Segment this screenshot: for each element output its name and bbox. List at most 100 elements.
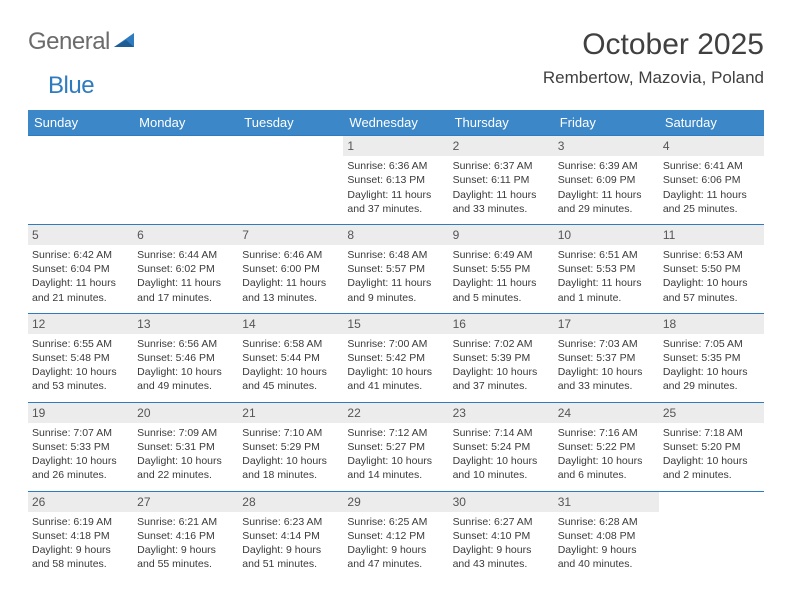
day-number: 28	[238, 492, 343, 512]
sunrise-text: Sunrise: 7:03 AM	[558, 337, 655, 351]
daylight-text: Daylight: 10 hours and 45 minutes.	[242, 365, 339, 393]
day-number: 31	[554, 492, 659, 512]
daylight-text: Daylight: 9 hours and 43 minutes.	[453, 543, 550, 571]
calendar-day	[238, 136, 343, 225]
sunset-text: Sunset: 6:02 PM	[137, 262, 234, 276]
day-header: Monday	[133, 110, 238, 136]
sunrise-text: Sunrise: 6:56 AM	[137, 337, 234, 351]
day-number: 3	[554, 136, 659, 156]
sunset-text: Sunset: 6:09 PM	[558, 173, 655, 187]
daylight-text: Daylight: 9 hours and 51 minutes.	[242, 543, 339, 571]
sunrise-text: Sunrise: 6:49 AM	[453, 248, 550, 262]
day-number: 23	[449, 403, 554, 423]
day-number: 18	[659, 314, 764, 334]
day-header: Thursday	[449, 110, 554, 136]
daylight-text: Daylight: 9 hours and 47 minutes.	[347, 543, 444, 571]
sunset-text: Sunset: 4:14 PM	[242, 529, 339, 543]
day-number: 11	[659, 225, 764, 245]
sunrise-text: Sunrise: 7:10 AM	[242, 426, 339, 440]
daylight-text: Daylight: 10 hours and 33 minutes.	[558, 365, 655, 393]
sunset-text: Sunset: 5:27 PM	[347, 440, 444, 454]
calendar-table: SundayMondayTuesdayWednesdayThursdayFrid…	[28, 110, 764, 579]
day-number: 21	[238, 403, 343, 423]
sunset-text: Sunset: 4:12 PM	[347, 529, 444, 543]
sunset-text: Sunset: 5:46 PM	[137, 351, 234, 365]
daylight-text: Daylight: 10 hours and 18 minutes.	[242, 454, 339, 482]
calendar-day: 5Sunrise: 6:42 AMSunset: 6:04 PMDaylight…	[28, 224, 133, 313]
sunset-text: Sunset: 6:13 PM	[347, 173, 444, 187]
calendar-week: 5Sunrise: 6:42 AMSunset: 6:04 PMDaylight…	[28, 224, 764, 313]
sunset-text: Sunset: 4:10 PM	[453, 529, 550, 543]
daylight-text: Daylight: 10 hours and 41 minutes.	[347, 365, 444, 393]
sunrise-text: Sunrise: 6:37 AM	[453, 159, 550, 173]
calendar-day: 30Sunrise: 6:27 AMSunset: 4:10 PMDayligh…	[449, 491, 554, 579]
sunrise-text: Sunrise: 6:27 AM	[453, 515, 550, 529]
calendar-day: 25Sunrise: 7:18 AMSunset: 5:20 PMDayligh…	[659, 402, 764, 491]
sunset-text: Sunset: 4:08 PM	[558, 529, 655, 543]
sunset-text: Sunset: 6:04 PM	[32, 262, 129, 276]
sunset-text: Sunset: 5:35 PM	[663, 351, 760, 365]
calendar-day	[28, 136, 133, 225]
calendar-day: 26Sunrise: 6:19 AMSunset: 4:18 PMDayligh…	[28, 491, 133, 579]
day-number: 5	[28, 225, 133, 245]
daylight-text: Daylight: 11 hours and 37 minutes.	[347, 188, 444, 216]
calendar-day	[659, 491, 764, 579]
day-number: 20	[133, 403, 238, 423]
sunrise-text: Sunrise: 7:12 AM	[347, 426, 444, 440]
calendar-week: 12Sunrise: 6:55 AMSunset: 5:48 PMDayligh…	[28, 313, 764, 402]
daylight-text: Daylight: 9 hours and 58 minutes.	[32, 543, 129, 571]
calendar-head: SundayMondayTuesdayWednesdayThursdayFrid…	[28, 110, 764, 136]
calendar-day	[133, 136, 238, 225]
sunset-text: Sunset: 5:57 PM	[347, 262, 444, 276]
calendar-day: 24Sunrise: 7:16 AMSunset: 5:22 PMDayligh…	[554, 402, 659, 491]
sunset-text: Sunset: 5:44 PM	[242, 351, 339, 365]
daylight-text: Daylight: 10 hours and 10 minutes.	[453, 454, 550, 482]
sunset-text: Sunset: 4:16 PM	[137, 529, 234, 543]
location-text: Rembertow, Mazovia, Poland	[543, 68, 764, 88]
brand-logo: General	[28, 28, 138, 56]
sunset-text: Sunset: 5:50 PM	[663, 262, 760, 276]
daylight-text: Daylight: 11 hours and 21 minutes.	[32, 276, 129, 304]
calendar-day: 14Sunrise: 6:58 AMSunset: 5:44 PMDayligh…	[238, 313, 343, 402]
month-title: October 2025	[543, 28, 764, 62]
calendar-day: 13Sunrise: 6:56 AMSunset: 5:46 PMDayligh…	[133, 313, 238, 402]
calendar-day: 1Sunrise: 6:36 AMSunset: 6:13 PMDaylight…	[343, 136, 448, 225]
sunset-text: Sunset: 5:33 PM	[32, 440, 129, 454]
calendar-day: 21Sunrise: 7:10 AMSunset: 5:29 PMDayligh…	[238, 402, 343, 491]
sunrise-text: Sunrise: 6:53 AM	[663, 248, 760, 262]
day-number: 27	[133, 492, 238, 512]
sunset-text: Sunset: 5:31 PM	[137, 440, 234, 454]
day-number: 24	[554, 403, 659, 423]
day-number: 2	[449, 136, 554, 156]
calendar-day: 18Sunrise: 7:05 AMSunset: 5:35 PMDayligh…	[659, 313, 764, 402]
calendar-day: 28Sunrise: 6:23 AMSunset: 4:14 PMDayligh…	[238, 491, 343, 579]
calendar-week: 19Sunrise: 7:07 AMSunset: 5:33 PMDayligh…	[28, 402, 764, 491]
daylight-text: Daylight: 10 hours and 57 minutes.	[663, 276, 760, 304]
daylight-text: Daylight: 10 hours and 53 minutes.	[32, 365, 129, 393]
day-number: 17	[554, 314, 659, 334]
daylight-text: Daylight: 11 hours and 17 minutes.	[137, 276, 234, 304]
title-block: October 2025 Rembertow, Mazovia, Poland	[543, 28, 764, 88]
sunset-text: Sunset: 5:24 PM	[453, 440, 550, 454]
sunrise-text: Sunrise: 6:25 AM	[347, 515, 444, 529]
day-header: Friday	[554, 110, 659, 136]
day-number: 26	[28, 492, 133, 512]
sunrise-text: Sunrise: 7:07 AM	[32, 426, 129, 440]
day-header: Tuesday	[238, 110, 343, 136]
day-number: 6	[133, 225, 238, 245]
day-number: 8	[343, 225, 448, 245]
daylight-text: Daylight: 11 hours and 29 minutes.	[558, 188, 655, 216]
daylight-text: Daylight: 11 hours and 25 minutes.	[663, 188, 760, 216]
sunrise-text: Sunrise: 6:39 AM	[558, 159, 655, 173]
day-number: 7	[238, 225, 343, 245]
sunrise-text: Sunrise: 7:09 AM	[137, 426, 234, 440]
sunset-text: Sunset: 5:48 PM	[32, 351, 129, 365]
calendar-day: 8Sunrise: 6:48 AMSunset: 5:57 PMDaylight…	[343, 224, 448, 313]
sunrise-text: Sunrise: 7:16 AM	[558, 426, 655, 440]
calendar-day: 17Sunrise: 7:03 AMSunset: 5:37 PMDayligh…	[554, 313, 659, 402]
day-number: 10	[554, 225, 659, 245]
daylight-text: Daylight: 10 hours and 49 minutes.	[137, 365, 234, 393]
day-number: 22	[343, 403, 448, 423]
sunset-text: Sunset: 5:42 PM	[347, 351, 444, 365]
sunrise-text: Sunrise: 6:41 AM	[663, 159, 760, 173]
